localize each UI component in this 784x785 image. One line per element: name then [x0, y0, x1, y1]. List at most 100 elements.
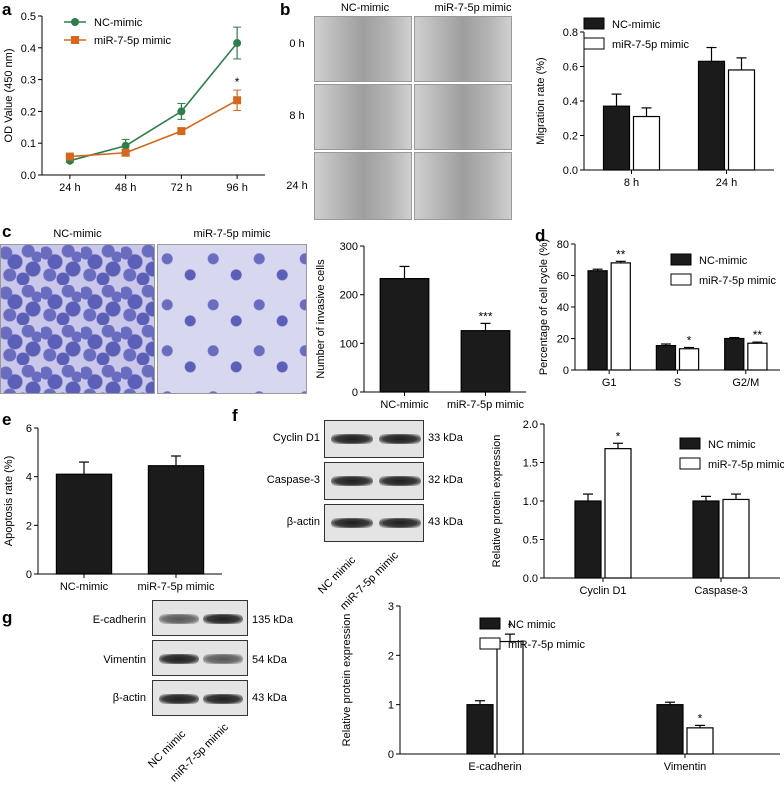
- x-tick-label: 24 h: [716, 177, 737, 189]
- data-point: [233, 39, 242, 48]
- legend-label: miR-7-5p mimic: [612, 39, 690, 51]
- series-line: [69, 42, 238, 162]
- bar: [604, 448, 632, 579]
- blot-g-label-ecad: E-cadherin: [92, 614, 146, 626]
- panel-label-d: d: [535, 226, 546, 245]
- legend-label: NC-mimic: [612, 19, 661, 31]
- bar: [697, 60, 726, 171]
- legend-swatch: [679, 437, 701, 450]
- col-label-nc: NC-mimic: [340, 2, 390, 14]
- blot-f-label-cyclin: Cyclin D1: [272, 432, 320, 444]
- bar: [722, 498, 750, 579]
- significance-marker: *: [616, 429, 621, 443]
- blot-g-box-actin: [152, 680, 248, 716]
- bar: [55, 473, 113, 575]
- blot-f-kda-cyclin: 33 kDa: [428, 432, 463, 444]
- bar: [692, 500, 720, 579]
- panel-label-g: g: [2, 608, 13, 627]
- y-tick-label: 0.4: [563, 96, 578, 108]
- y-tick-label: 0: [388, 749, 394, 761]
- row-label-24h: 24 h: [286, 180, 308, 192]
- band: [159, 654, 199, 664]
- bar: [678, 348, 700, 371]
- blot-f-label-actin: β-actin: [286, 516, 320, 528]
- panel-label-c: c: [2, 222, 12, 241]
- row-label-0h: 0 h: [289, 38, 305, 50]
- data-point: [65, 152, 74, 161]
- blot-f-box-cyclin: [324, 420, 424, 458]
- y-tick-label: 3: [388, 601, 394, 613]
- y-tick-label: 6: [26, 423, 32, 435]
- invasion-image-mimic: [157, 244, 307, 394]
- band: [379, 476, 421, 486]
- invasion-image-pair: NC-mimic miR-7-5p mimic: [0, 226, 310, 396]
- significance-marker: ***: [478, 309, 492, 323]
- wound-image-mimic-24h: [414, 152, 512, 220]
- blot-f-kda-caspase: 32 kDa: [428, 474, 463, 486]
- y-tick-label: 2: [388, 650, 394, 662]
- band: [203, 694, 243, 704]
- legend-swatch: [583, 17, 605, 30]
- y-tick-label: 4: [26, 472, 32, 484]
- y-tick-label: 2: [26, 520, 32, 532]
- data-point: [177, 127, 186, 136]
- chart-e-apoptosis: 0 2 4 6 Apoptosis rate (%) NC-mimic miR-7-5p m…: [3, 423, 222, 593]
- x-tick-label: Vimentin: [664, 761, 707, 773]
- panel-label-b: b: [280, 0, 291, 19]
- y-tick-label: 0.0: [21, 170, 36, 182]
- x-tick-label: E-cadherin: [468, 761, 521, 773]
- y-tick-label: 0.2: [21, 106, 36, 118]
- blot-g-label-vim: Vimentin: [103, 654, 146, 666]
- western-blot-f: Cyclin D1 Caspase-3 β-actin 33 kDa 32 kD…: [230, 418, 480, 612]
- blot-g-box-vim: [152, 640, 248, 676]
- x-tick-label: miR-7-5p mimic: [447, 399, 525, 411]
- legend-label: NC mimic: [508, 619, 556, 631]
- bar: [466, 704, 494, 755]
- bar: [496, 640, 524, 755]
- chart-g-protein: 0 1 2 3 Relative protein expression E-cadheri…: [341, 601, 780, 773]
- data-point: [177, 107, 186, 116]
- blot-f-box-actin: [324, 504, 424, 542]
- y-tick-label: 0: [26, 569, 32, 581]
- panel-label-e: e: [2, 410, 12, 429]
- bar: [632, 115, 661, 171]
- y-axis-title: Apoptosis rate (%): [3, 456, 15, 546]
- x-tick-label: 48 h: [115, 182, 136, 194]
- blot-f-box-caspase: [324, 462, 424, 500]
- bar: [602, 105, 631, 171]
- y-tick-label: 0: [352, 387, 358, 399]
- chart-c-invasion: 0 100 200 300 Number of invasive cells NC-mim…: [315, 241, 526, 411]
- legend-label: miR-7-5p mimic: [708, 459, 784, 471]
- bar: [610, 262, 631, 371]
- bar: [727, 69, 756, 171]
- bar: [574, 500, 602, 579]
- x-tick-label: NC-mimic: [380, 399, 429, 411]
- y-axis-title: Number of invasive cells: [315, 259, 327, 379]
- y-axis-title: Percentage of cell cycle (%): [538, 239, 550, 375]
- x-tick-label: 96 h: [226, 182, 247, 194]
- panel-label-f: f: [232, 406, 238, 425]
- significance-marker: **: [616, 247, 626, 261]
- significance-marker: *: [235, 75, 240, 89]
- western-blot-g: E-cadherin Vimentin β-actin 135 kDa 54 k…: [60, 598, 320, 784]
- bar: [747, 342, 768, 371]
- legend-label: NC-mimic: [94, 17, 143, 29]
- y-tick-label: 0.0: [523, 573, 538, 585]
- legend-swatch: [670, 253, 692, 266]
- y-tick-label: 0.6: [563, 62, 578, 74]
- legend-swatch: [479, 637, 501, 650]
- y-tick-label: 300: [340, 241, 358, 253]
- legend-label: miR-7-5p mimic: [94, 35, 172, 47]
- bar: [656, 704, 684, 755]
- wound-image-nc-0h: [314, 16, 412, 82]
- wound-image-grid: NC-mimic miR-7-5p mimic 0 h 8 h 24 h: [282, 0, 532, 225]
- panel-label-a: a: [2, 0, 12, 19]
- legend-swatch: [583, 37, 605, 50]
- wound-image-mimic-8h: [414, 84, 512, 150]
- legend-marker: [71, 36, 79, 44]
- bar: [379, 278, 430, 393]
- chart-d-cell-cycle: 0 20 40 60 80 Percentage of cell cycle (%) G1 *…: [538, 239, 780, 389]
- blot-g-kda-actin: 43 kDa: [252, 692, 287, 704]
- y-axis-title: Relative protein expression: [341, 614, 353, 747]
- chart-f-protein: 0.0 0.5 1.0 1.5 2.0 Relative protein expressi…: [491, 419, 784, 597]
